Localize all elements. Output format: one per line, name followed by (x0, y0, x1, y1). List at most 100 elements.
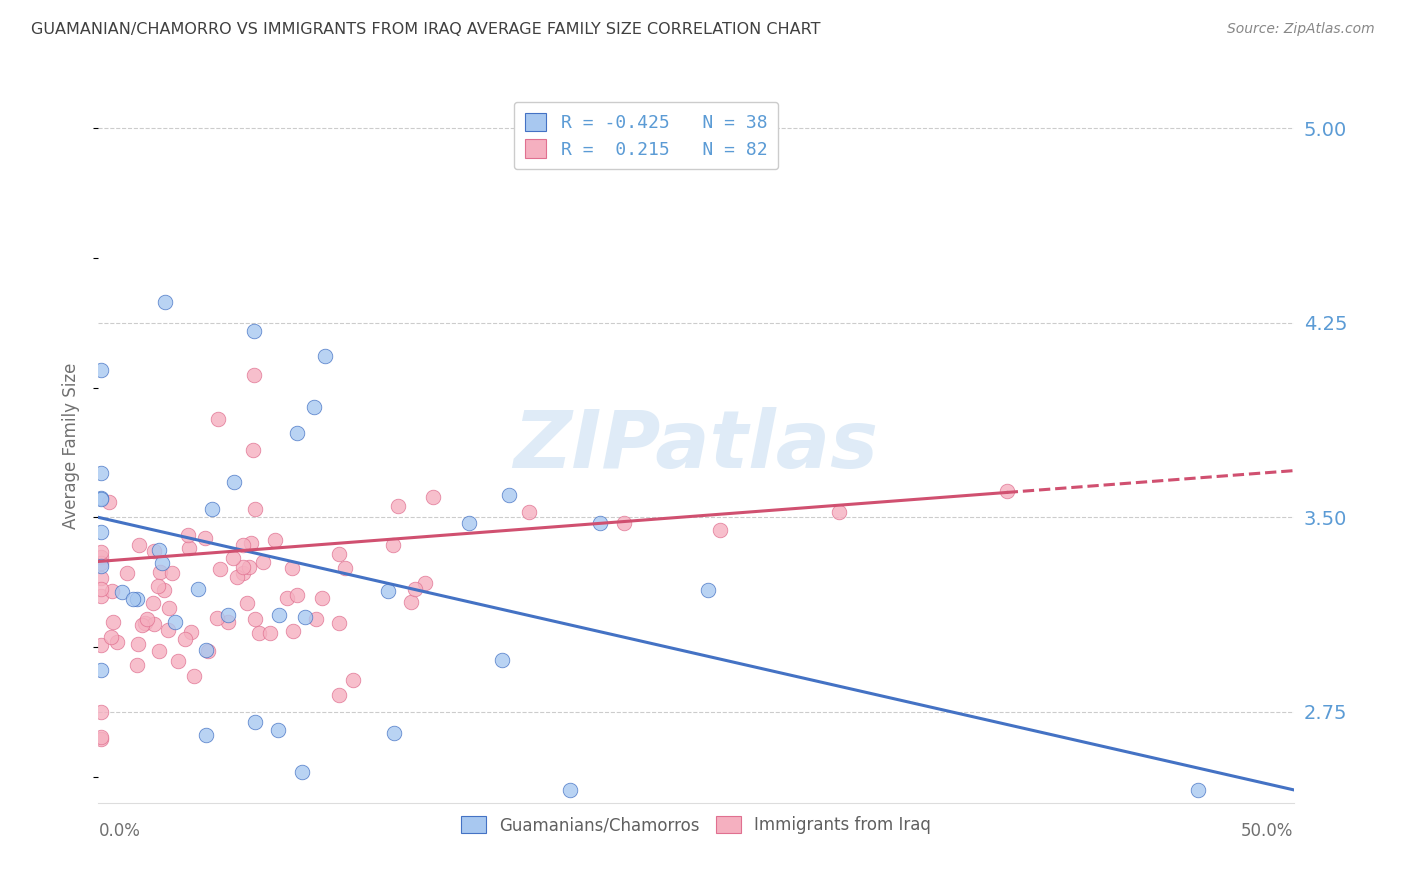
Point (197, 644, 219, 658)
Point (208, 562, 231, 576)
Point (415, 576, 437, 591)
Point (143, 616, 166, 631)
Point (281, 561, 304, 575)
Point (243, 368, 266, 382)
Point (107, 634, 129, 648)
Point (404, 582, 426, 597)
Point (153, 583, 176, 598)
Point (90, 589, 112, 603)
Point (342, 673, 364, 688)
Point (90, 663, 112, 677)
Point (90, 732, 112, 747)
Point (387, 499, 409, 513)
Point (333, 561, 356, 575)
Point (267, 608, 290, 623)
Point (195, 642, 218, 657)
Point (315, 350, 337, 364)
Point (276, 591, 298, 606)
Point (311, 591, 333, 606)
Point (157, 600, 180, 615)
Point (422, 490, 444, 504)
Point (131, 617, 153, 632)
Point (90, 556, 112, 570)
Point (125, 658, 148, 673)
Point (294, 610, 316, 624)
Point (134, 616, 156, 631)
Point (179, 541, 201, 555)
Point (90, 524, 112, 539)
Point (128, 538, 150, 552)
Point (328, 689, 350, 703)
Point (236, 596, 259, 610)
Point (697, 582, 720, 597)
Point (152, 556, 174, 570)
Point (174, 632, 197, 647)
Point (458, 516, 481, 530)
Point (165, 615, 187, 629)
Point (222, 550, 245, 565)
Point (167, 654, 190, 668)
Text: 50.0%: 50.0% (1241, 822, 1294, 840)
Point (90, 638, 112, 652)
Point (377, 583, 399, 598)
Point (142, 543, 165, 558)
Point (90, 491, 112, 506)
Point (232, 538, 254, 552)
Point (328, 547, 350, 561)
Point (1187, 782, 1209, 797)
Point (328, 615, 350, 630)
Legend: Guamanians/Chamorros, Immigrants from Iraq: Guamanians/Chamorros, Immigrants from Ir… (454, 809, 938, 841)
Point (90, 730, 112, 744)
Point (160, 566, 183, 580)
Point (995, 484, 1018, 499)
Point (243, 612, 266, 626)
Point (201, 501, 224, 516)
Point (305, 612, 328, 626)
Point (242, 443, 264, 458)
Point (101, 584, 124, 599)
Point (491, 653, 513, 667)
Point (148, 643, 170, 657)
Point (136, 612, 159, 626)
Point (177, 528, 200, 542)
Point (90, 467, 112, 481)
Point (90, 363, 112, 377)
Point (217, 615, 239, 630)
Point (517, 505, 540, 519)
Y-axis label: Average Family Size: Average Family Size (62, 363, 80, 529)
Point (225, 569, 247, 583)
Point (498, 488, 520, 502)
Point (399, 595, 422, 609)
Point (285, 588, 308, 602)
Point (613, 516, 636, 530)
Point (101, 615, 124, 629)
Point (232, 566, 254, 580)
Point (90, 570, 112, 584)
Point (381, 537, 404, 551)
Point (252, 555, 274, 569)
Point (828, 505, 851, 519)
Point (382, 725, 405, 739)
Text: Source: ZipAtlas.com: Source: ZipAtlas.com (1227, 22, 1375, 37)
Point (148, 579, 170, 593)
Point (259, 626, 281, 640)
Point (111, 585, 134, 599)
Point (90, 491, 112, 506)
Point (243, 324, 266, 338)
Point (207, 611, 229, 625)
Point (558, 782, 581, 797)
Point (243, 714, 266, 729)
Point (247, 626, 270, 640)
Point (291, 764, 314, 779)
Point (243, 502, 266, 516)
Point (127, 636, 149, 650)
Point (90, 558, 112, 573)
Text: GUAMANIAN/CHAMORRO VS IMMIGRANTS FROM IRAQ AVERAGE FAMILY SIZE CORRELATION CHART: GUAMANIAN/CHAMORRO VS IMMIGRANTS FROM IR… (31, 22, 821, 37)
Point (142, 596, 165, 610)
Point (156, 623, 179, 637)
Point (240, 536, 263, 550)
Point (207, 411, 229, 425)
Point (155, 295, 177, 310)
Point (194, 531, 217, 545)
Point (709, 524, 731, 538)
